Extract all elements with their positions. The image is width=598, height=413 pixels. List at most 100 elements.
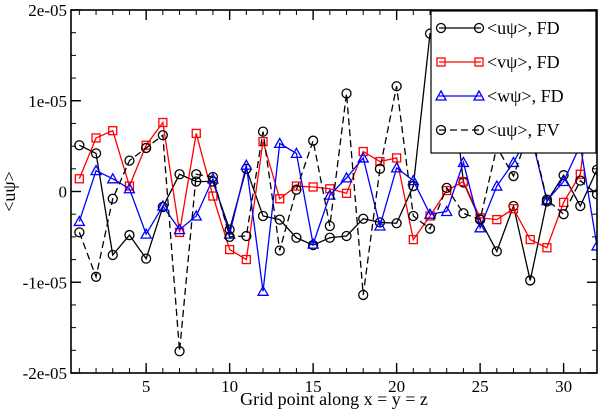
series-layer [73, 28, 597, 357]
series-3-point [123, 182, 136, 194]
series-2-point [224, 244, 235, 255]
series-4-point [424, 223, 436, 234]
series-2-point [91, 133, 101, 143]
y-tick-label: -1e-05 [23, 273, 67, 292]
series-4-point [224, 231, 235, 243]
series-2-point [191, 128, 201, 139]
series-2-line [78, 38, 597, 261]
series-3-point [73, 215, 86, 227]
series-2-point [408, 234, 418, 245]
series-4-point [74, 227, 85, 238]
series-4-point [541, 194, 553, 205]
series-3-point [140, 227, 153, 239]
series-4-point [441, 182, 452, 194]
series-3-point [106, 172, 119, 184]
series-2-point [74, 174, 84, 184]
series-2-point [258, 136, 268, 147]
x-tick-label: 10 [221, 377, 238, 396]
series-4-point [140, 142, 152, 154]
series-1-point [191, 176, 202, 187]
series-1-point [307, 239, 319, 251]
legend: <uψ>, FD <vψ>, FD <wψ>, FD <uψ>, FV [430, 10, 597, 154]
y-tick-label: 2e-05 [28, 1, 67, 20]
series-2-point [458, 176, 469, 187]
series-4-point [558, 209, 569, 220]
series-1-point [558, 170, 569, 181]
series-3-point [240, 158, 253, 170]
series-2-point [108, 126, 118, 136]
series-4-point [591, 189, 597, 200]
series-2-point [158, 117, 168, 128]
legend-marker [434, 89, 448, 101]
series-4-point [324, 220, 335, 232]
legend-box [430, 10, 597, 154]
series-3-point [307, 237, 320, 249]
y-tick-label: -2e-05 [23, 364, 67, 383]
series-2-point [558, 197, 569, 208]
series-4-point [174, 346, 185, 357]
series-3-point [156, 199, 169, 211]
series-3 [73, 125, 597, 296]
series-4-point [274, 245, 285, 256]
series-4-point [474, 214, 486, 225]
legend-label: <uψ>, FD [487, 18, 560, 38]
series-3-point [490, 179, 503, 191]
series-2-point [542, 243, 552, 253]
series-2-point [358, 146, 368, 157]
legend-marker [472, 89, 486, 101]
series-1-point [157, 201, 168, 213]
series-3-point [557, 175, 570, 187]
series-4-point [107, 193, 118, 204]
series-3-point [323, 188, 336, 200]
series-1-point [74, 140, 85, 151]
series-4-point [307, 135, 319, 146]
series-2-point [341, 188, 352, 198]
series-1-point [140, 253, 152, 264]
series-4-point [575, 175, 586, 186]
series-2-point [508, 204, 519, 214]
legend-marker [435, 22, 447, 34]
legend-item-4: <uψ>, FV [435, 120, 560, 140]
series-1-point [90, 148, 102, 159]
series-3-point [357, 151, 370, 163]
tick-labels: 5 10 15 20 25 30 -2e-05 -1e-05 0 1e-05 2e-05 [23, 1, 572, 396]
series-1-point [107, 249, 118, 261]
x-tick-label: 20 [388, 377, 405, 396]
legend-item-2: <vψ>, FD [436, 52, 560, 72]
series-3-point [423, 207, 437, 219]
series-1 [74, 28, 597, 286]
series-1-point [174, 169, 185, 180]
y-axis-label: <uψ> [0, 171, 19, 212]
series-3-point [190, 209, 203, 221]
x-tick-label: 30 [555, 377, 572, 396]
series-1-point [391, 218, 402, 229]
legend-marker [474, 57, 484, 67]
series-4-point [391, 81, 402, 92]
series-4-point [508, 170, 519, 182]
series-3-point [440, 205, 453, 217]
series-4-point [207, 171, 219, 183]
series-1-point [291, 232, 302, 243]
series-1-point [324, 232, 335, 243]
series-2 [74, 34, 597, 265]
series-3-point [407, 174, 420, 186]
series-4-point [358, 289, 369, 301]
legend-label: <vψ>, FD [487, 52, 560, 72]
series-4-line [78, 86, 597, 352]
series-1-point [575, 200, 586, 212]
series-4-point [341, 88, 352, 99]
series-3-point [340, 171, 353, 183]
series-3-point [457, 156, 470, 168]
series-1-point [124, 229, 135, 241]
series-3-point [89, 164, 103, 176]
series-2-point [241, 254, 251, 265]
series-1-point [358, 213, 369, 224]
series-3-point [590, 239, 597, 251]
legend-marker [473, 124, 485, 136]
legend-label: <wψ>, FD [487, 86, 564, 106]
legend-label: <uψ>, FV [487, 120, 560, 140]
legend-item-3: <wψ>, FD [434, 86, 564, 106]
series-2-point [525, 234, 535, 245]
series-1-point [257, 210, 269, 222]
series-2-point [375, 156, 385, 167]
